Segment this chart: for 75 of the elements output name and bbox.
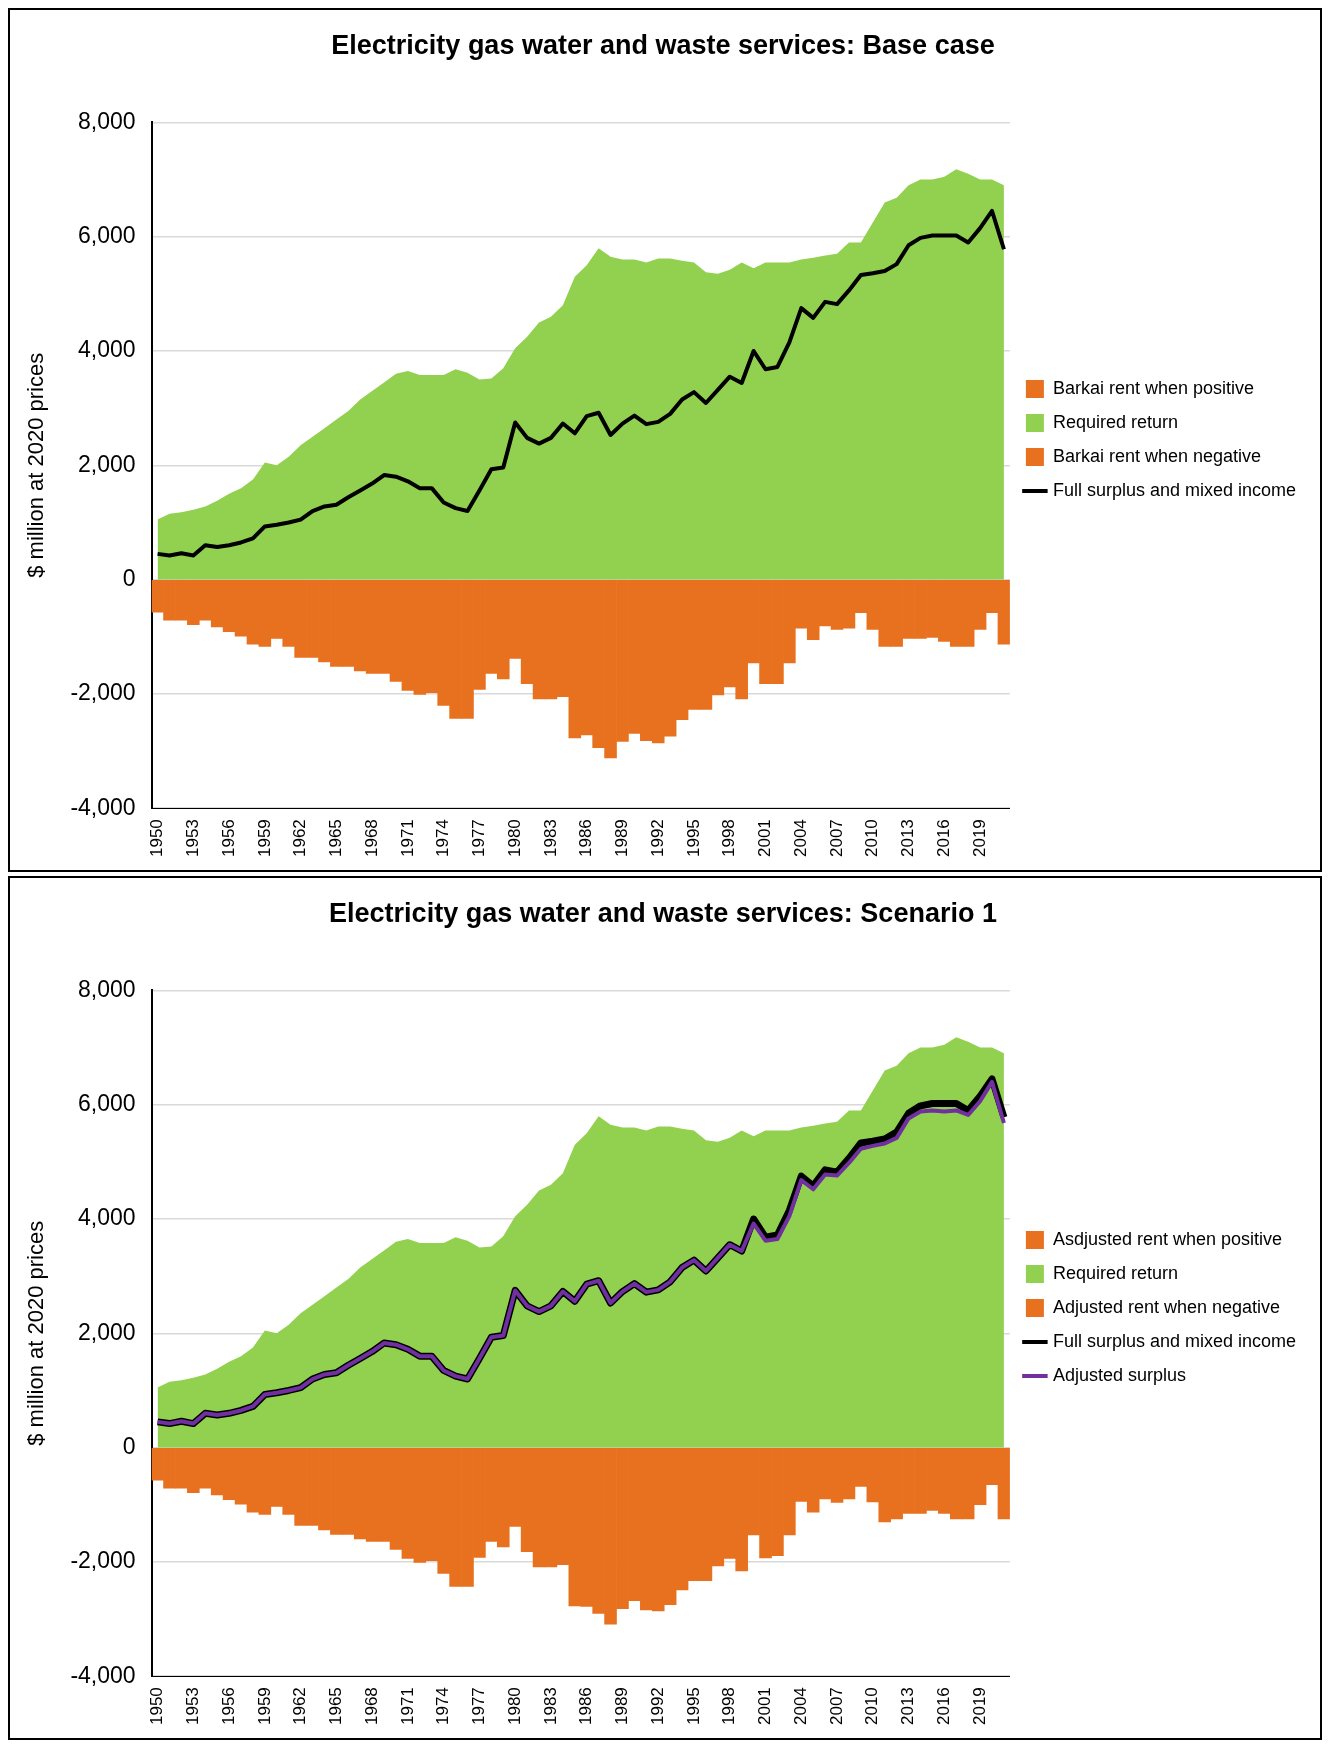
- y-tick-label: 6,000: [78, 1090, 136, 1117]
- x-tick-label: 1983: [540, 819, 560, 858]
- x-tick-label: 1986: [576, 819, 596, 858]
- legend-label: Adjusted surplus: [1052, 1364, 1186, 1385]
- legend-label: Full surplus and mixed income: [1052, 1330, 1296, 1351]
- x-tick-label: 1968: [361, 1687, 381, 1726]
- y-tick-label: 8,000: [78, 975, 136, 1002]
- x-tick-label: 1974: [433, 1687, 453, 1726]
- x-tick-label: 2010: [862, 1687, 882, 1726]
- x-tick-label: 1992: [647, 1687, 667, 1726]
- x-tick-label: 1968: [361, 819, 381, 858]
- x-tick-label: 1986: [576, 1687, 596, 1726]
- x-tick-label: 1980: [504, 1687, 524, 1726]
- y-tick-label: -2,000: [70, 1547, 136, 1574]
- y-axis-title: $ million at 2020 prices: [23, 352, 49, 578]
- legend-label: Full surplus and mixed income: [1052, 479, 1296, 500]
- chart-title: Electricity gas water and waste services: Scenario 1: [329, 897, 997, 928]
- x-tick-label: 2001: [755, 819, 775, 858]
- x-tick-label: 1998: [719, 1687, 739, 1726]
- y-axis-title: $ million at 2020 prices: [23, 1220, 49, 1446]
- x-tick-label: 2016: [934, 1687, 954, 1726]
- y-tick-label: -4,000: [70, 793, 136, 820]
- x-tick-label: 2019: [969, 819, 989, 858]
- y-tick-label: 4,000: [78, 1204, 136, 1231]
- chart-title: Electricity gas water and waste services: Base case: [331, 29, 995, 60]
- y-tick-label: 0: [122, 564, 136, 591]
- x-tick-label: 2016: [934, 819, 954, 858]
- legend-label: Adjusted rent when negative: [1052, 1296, 1281, 1317]
- legend-label: Barkai rent when positive: [1052, 377, 1254, 398]
- x-tick-label: 1995: [683, 1687, 703, 1726]
- x-tick-label: 2004: [790, 1687, 810, 1726]
- x-tick-label: 1983: [540, 1687, 560, 1726]
- x-tick-label: 1959: [254, 1687, 274, 1726]
- x-tick-label: 1965: [326, 1687, 346, 1726]
- x-tick-label: 2004: [790, 819, 810, 858]
- x-tick-label: 1962: [290, 1687, 310, 1726]
- x-tick-label: 1977: [469, 819, 489, 858]
- x-tick-label: 1950: [147, 1687, 167, 1726]
- x-tick-label: 1956: [218, 819, 238, 858]
- x-tick-label: 2010: [862, 819, 882, 858]
- legend-label: Required return: [1052, 1262, 1178, 1283]
- x-tick-label: 1992: [647, 819, 667, 858]
- legend-label: Asdjusted rent when positive: [1052, 1228, 1283, 1249]
- x-tick-label: 1989: [612, 819, 632, 858]
- x-tick-label: 1971: [397, 1687, 417, 1726]
- x-tick-label: 1974: [433, 819, 453, 858]
- x-tick-label: 1953: [183, 1687, 203, 1726]
- x-tick-label: 2001: [755, 1687, 775, 1726]
- x-tick-label: 1965: [326, 819, 346, 858]
- y-tick-label: -2,000: [70, 679, 136, 706]
- x-tick-label: 2019: [969, 1687, 989, 1726]
- y-tick-label: -4,000: [70, 1661, 136, 1688]
- y-tick-label: 8,000: [78, 107, 136, 134]
- x-tick-label: 2013: [898, 819, 918, 858]
- y-tick-label: 6,000: [78, 222, 136, 249]
- x-tick-label: 1998: [719, 819, 739, 858]
- y-tick-label: 2,000: [78, 450, 136, 477]
- x-tick-label: 1956: [218, 1687, 238, 1726]
- x-tick-label: 1962: [290, 819, 310, 858]
- x-tick-label: 1971: [397, 819, 417, 858]
- x-tick-label: 1959: [254, 819, 274, 858]
- x-tick-label: 1953: [183, 819, 203, 858]
- x-tick-label: 1950: [147, 819, 167, 858]
- x-tick-label: 2007: [826, 819, 846, 858]
- x-tick-label: 1995: [683, 819, 703, 858]
- legend-label: Required return: [1052, 411, 1178, 432]
- x-tick-label: 1989: [612, 1687, 632, 1726]
- y-tick-label: 0: [122, 1432, 136, 1459]
- x-tick-label: 1977: [469, 1687, 489, 1726]
- x-tick-label: 2013: [898, 1687, 918, 1726]
- x-tick-label: 2007: [826, 1687, 846, 1726]
- legend-label: Barkai rent when negative: [1052, 445, 1262, 466]
- y-tick-label: 4,000: [78, 336, 136, 363]
- x-tick-label: 1980: [504, 819, 524, 858]
- y-tick-label: 2,000: [78, 1318, 136, 1345]
